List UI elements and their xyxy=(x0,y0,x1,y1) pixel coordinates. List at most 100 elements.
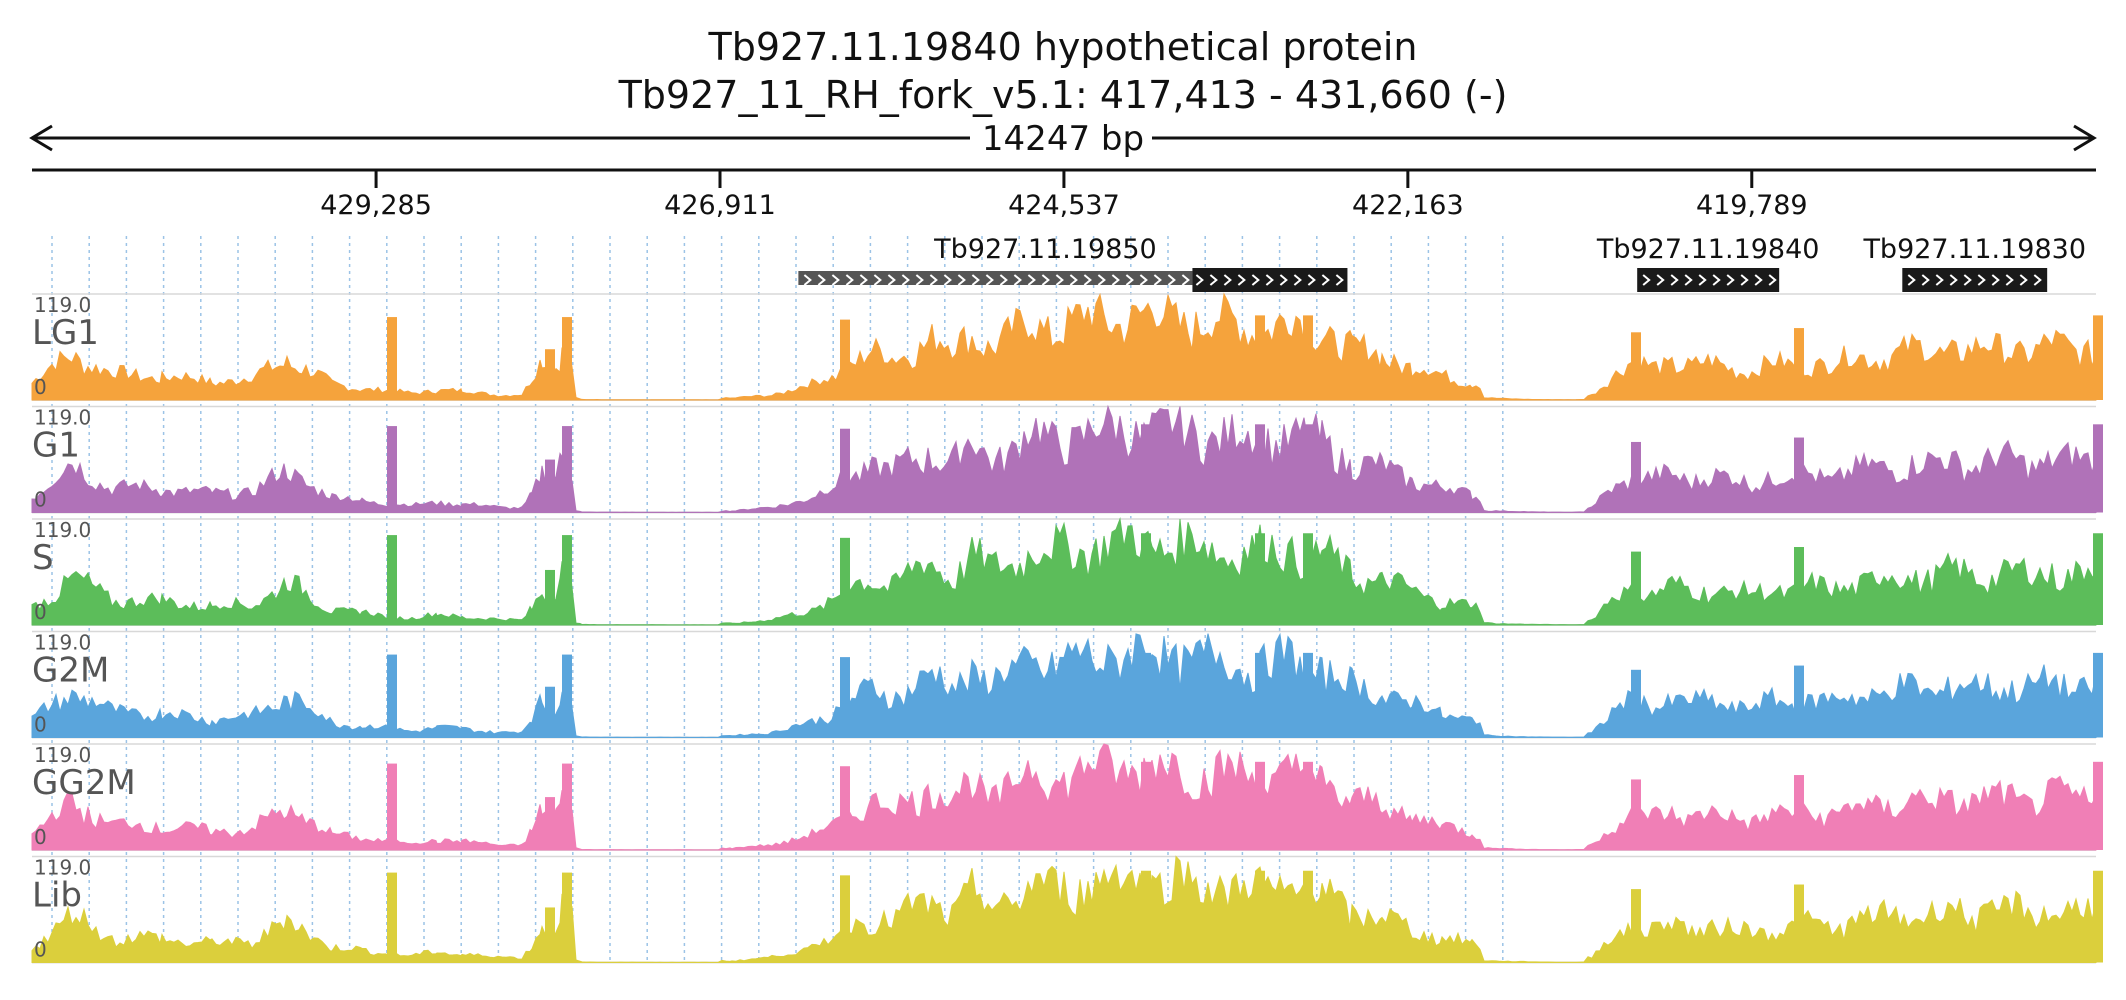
coverage-peak xyxy=(1141,761,1151,850)
strand-chevron-icon xyxy=(1293,274,1302,286)
strand-chevron-icon xyxy=(1712,274,1721,286)
strand-chevron-icon xyxy=(1167,274,1176,286)
strand-chevron-icon xyxy=(1754,274,1763,286)
coverage-peak xyxy=(1303,315,1313,400)
coverage-peak xyxy=(840,428,850,513)
coverage-peak xyxy=(1794,328,1804,400)
gene-Tb927.11.19830[interactable]: Tb927.11.19830 xyxy=(1862,234,2086,292)
coverage-area xyxy=(31,517,2098,626)
strand-chevron-icon xyxy=(1335,274,1344,286)
track-ymax-label: 119.0 xyxy=(34,518,91,542)
gene-Tb927.11.19850[interactable]: Tb927.11.19850 xyxy=(798,234,1348,292)
track-name-label: LG1 xyxy=(32,313,99,353)
track-ymax-label: 119.0 xyxy=(34,406,91,430)
coverage-peak xyxy=(1794,775,1804,850)
strand-chevron-icon xyxy=(845,274,854,286)
coverage-tracks: 119.00LG1119.00G1119.00S119.00G2M119.00G… xyxy=(31,292,2103,964)
strand-chevron-icon xyxy=(915,274,924,286)
coverage-peak xyxy=(2093,533,2103,625)
coverage-peak xyxy=(1794,437,1804,513)
strand-chevron-icon xyxy=(999,274,1008,286)
coverage-peak xyxy=(387,535,397,625)
strand-chevron-icon xyxy=(873,274,882,286)
gene-utr-bar xyxy=(798,271,1193,285)
coverage-peak xyxy=(840,875,850,963)
coverage-peak xyxy=(562,317,572,400)
coverage-peak xyxy=(1141,870,1151,963)
coverage-peak xyxy=(840,537,850,625)
track-ymax-label: 119.0 xyxy=(34,743,91,767)
strand-chevron-icon xyxy=(1977,274,1986,286)
strand-chevron-icon xyxy=(1027,274,1036,286)
track-ymin-label: 0 xyxy=(34,600,47,624)
coverage-peak xyxy=(562,535,572,625)
strand-chevron-icon xyxy=(1111,274,1120,286)
coverage-peak xyxy=(1631,441,1641,513)
coverage-peak xyxy=(1141,533,1151,625)
track-ymin-label: 0 xyxy=(34,713,47,737)
coverage-area xyxy=(31,292,2098,401)
track-ymin-label: 0 xyxy=(34,825,47,849)
coverage-peak xyxy=(1303,870,1313,963)
coverage-peak xyxy=(1631,551,1641,625)
strand-chevron-icon xyxy=(1055,274,1064,286)
coverage-peak xyxy=(387,872,397,963)
coverage-peak xyxy=(1303,761,1313,850)
coverage-area xyxy=(31,404,2098,513)
strand-chevron-icon xyxy=(1768,274,1777,286)
track-name-label: G1 xyxy=(32,426,80,466)
coverage-peak xyxy=(545,797,555,850)
strand-chevron-icon xyxy=(1209,274,1218,286)
strand-chevron-icon xyxy=(1684,274,1693,286)
coverage-peak xyxy=(840,319,850,400)
strand-chevron-icon xyxy=(1237,274,1246,286)
coverage-peak xyxy=(2093,652,2103,738)
track-name-label: S xyxy=(32,538,54,578)
strand-chevron-icon xyxy=(1949,274,1958,286)
strand-chevron-icon xyxy=(1265,274,1274,286)
strand-chevron-icon xyxy=(803,274,812,286)
track-Lib: 119.0 0 Lib xyxy=(31,855,2103,964)
coverage-peak xyxy=(545,569,555,625)
span-length-label: 14247 bp xyxy=(982,119,1144,159)
strand-chevron-icon xyxy=(1097,274,1106,286)
coverage-peak xyxy=(1794,884,1804,963)
coverage-peak xyxy=(1303,652,1313,738)
coverage-peak xyxy=(1141,424,1151,513)
coverage-peak xyxy=(545,686,555,738)
coverage-peak xyxy=(1255,424,1265,513)
coverage-peak xyxy=(387,654,397,738)
coverage-peak xyxy=(840,657,850,738)
track-ymax-label: 119.0 xyxy=(34,631,91,655)
gene-cds-bar xyxy=(1637,268,1780,292)
track-ymax-label: 119.0 xyxy=(34,856,91,880)
strand-chevron-icon xyxy=(1279,274,1288,286)
span-arrowhead-right-icon xyxy=(2073,124,2097,152)
track-S: 119.0 0 S xyxy=(31,517,2103,626)
coverage-peak xyxy=(1631,332,1641,400)
coverage-peak xyxy=(387,317,397,400)
strand-chevron-icon xyxy=(1251,274,1260,286)
coverage-peak xyxy=(1255,533,1265,625)
strand-chevron-icon xyxy=(901,274,910,286)
strand-chevron-icon xyxy=(1656,274,1665,286)
strand-chevron-icon xyxy=(1125,274,1134,286)
gene-cds-bar xyxy=(1192,268,1348,292)
strand-chevron-icon xyxy=(2005,274,2014,286)
coverage-peak xyxy=(1303,424,1313,513)
strand-chevron-icon xyxy=(943,274,952,286)
gene-Tb927.11.19840[interactable]: Tb927.11.19840 xyxy=(1596,234,1820,292)
tick-label-3: 422,163 xyxy=(1352,190,1464,221)
strand-chevron-icon xyxy=(1698,274,1707,286)
coverage-peak xyxy=(545,907,555,963)
coverage-peak xyxy=(1141,315,1151,400)
strand-chevron-icon xyxy=(971,274,980,286)
coverage-peak xyxy=(1255,761,1265,850)
strand-chevron-icon xyxy=(929,274,938,286)
coverage-area xyxy=(31,632,2098,738)
strand-chevron-icon xyxy=(2033,274,2042,286)
track-ymin-label: 0 xyxy=(34,488,47,512)
tick-label-1: 426,911 xyxy=(664,190,776,221)
coverage-peak xyxy=(1255,315,1265,400)
